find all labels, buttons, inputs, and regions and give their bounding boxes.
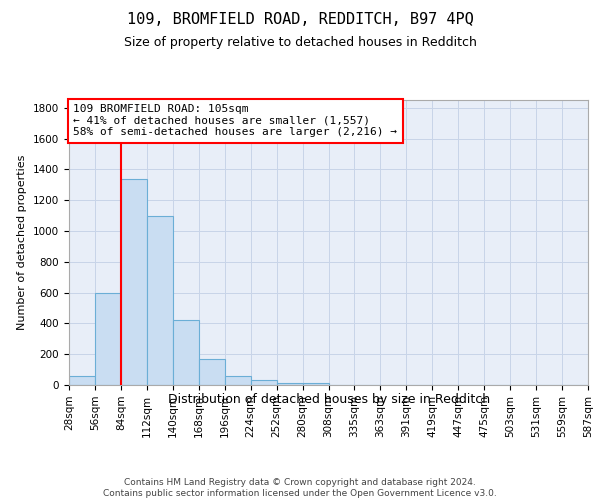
Bar <box>251 380 277 385</box>
Bar <box>224 376 251 385</box>
Bar <box>302 384 329 385</box>
Bar <box>199 359 224 385</box>
Bar <box>277 384 302 385</box>
Text: 109 BROMFIELD ROAD: 105sqm
← 41% of detached houses are smaller (1,557)
58% of s: 109 BROMFIELD ROAD: 105sqm ← 41% of deta… <box>73 104 397 138</box>
Bar <box>173 320 199 385</box>
Text: 109, BROMFIELD ROAD, REDDITCH, B97 4PQ: 109, BROMFIELD ROAD, REDDITCH, B97 4PQ <box>127 12 473 28</box>
Text: Contains HM Land Registry data © Crown copyright and database right 2024.
Contai: Contains HM Land Registry data © Crown c… <box>103 478 497 498</box>
Bar <box>121 178 147 385</box>
Y-axis label: Number of detached properties: Number of detached properties <box>17 155 28 330</box>
Bar <box>69 376 95 385</box>
Text: Size of property relative to detached houses in Redditch: Size of property relative to detached ho… <box>124 36 476 49</box>
Bar <box>147 216 173 385</box>
Text: Distribution of detached houses by size in Redditch: Distribution of detached houses by size … <box>168 392 490 406</box>
Bar <box>95 292 121 385</box>
